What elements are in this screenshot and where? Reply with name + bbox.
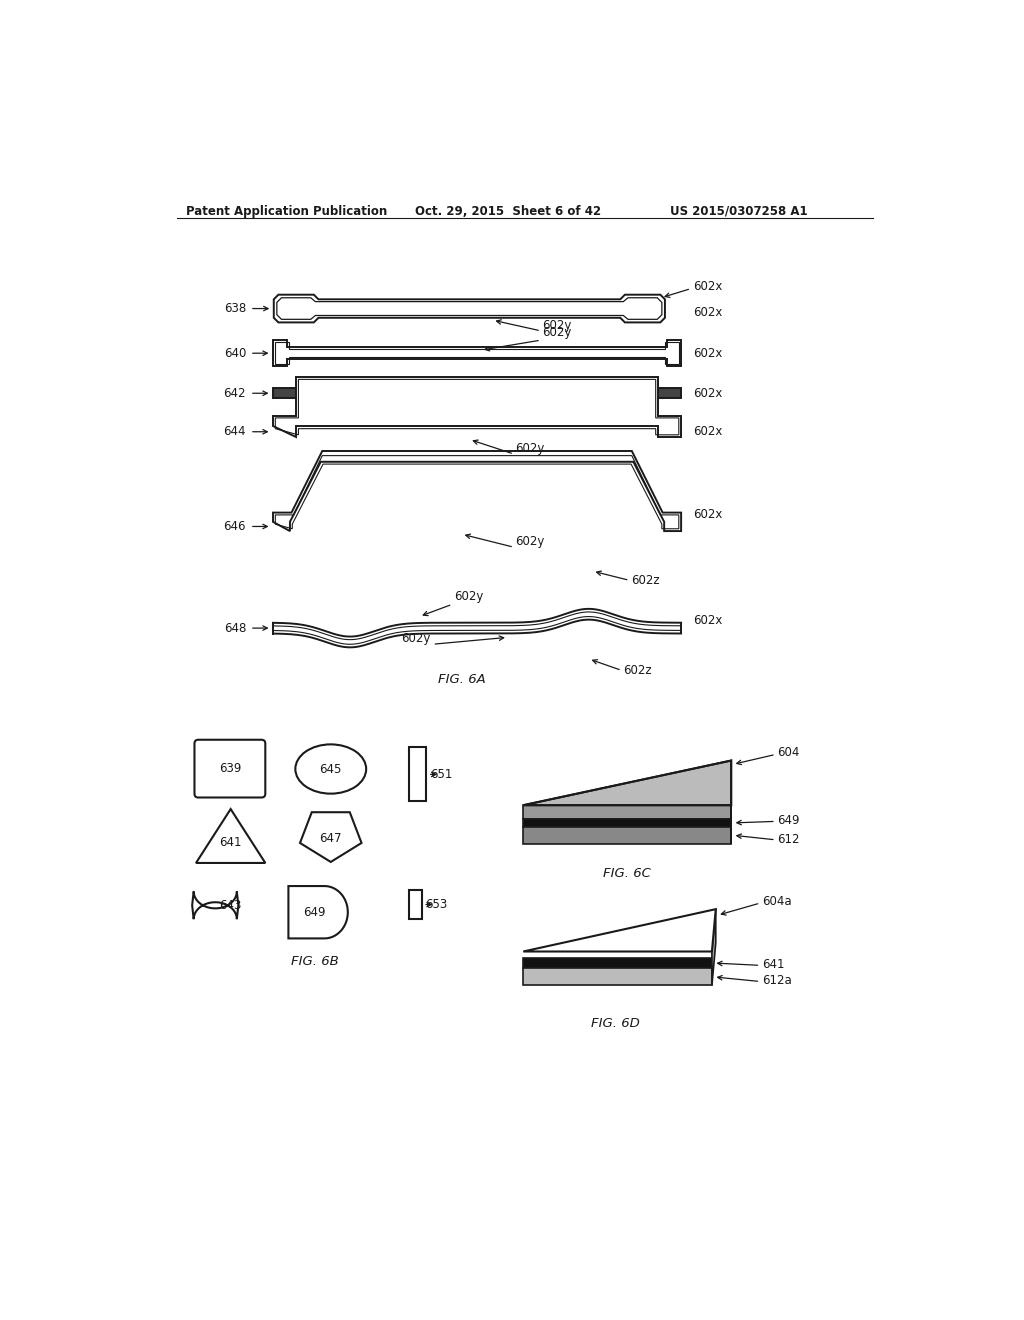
Text: 602y: 602y	[543, 318, 571, 331]
Text: 649: 649	[303, 906, 326, 919]
Text: 602z: 602z	[631, 574, 659, 587]
Polygon shape	[289, 886, 348, 939]
Polygon shape	[712, 909, 716, 985]
Text: 602y: 602y	[543, 326, 571, 339]
Text: 639: 639	[219, 762, 241, 775]
Text: 641: 641	[219, 836, 242, 849]
Polygon shape	[300, 812, 361, 862]
Text: 612a: 612a	[762, 974, 792, 987]
Polygon shape	[523, 909, 716, 952]
Text: 602x: 602x	[692, 508, 722, 521]
Text: FIG. 6C: FIG. 6C	[603, 867, 651, 880]
Text: 643: 643	[219, 899, 242, 912]
Text: 602z: 602z	[624, 664, 652, 677]
Text: 602y: 602y	[454, 590, 483, 603]
Polygon shape	[523, 805, 731, 818]
Polygon shape	[523, 760, 731, 805]
FancyBboxPatch shape	[195, 739, 265, 797]
Text: 644: 644	[223, 425, 246, 438]
Text: 602x: 602x	[692, 306, 722, 319]
Text: 648: 648	[223, 622, 246, 635]
Text: 651: 651	[430, 768, 453, 781]
Text: 653: 653	[425, 898, 447, 911]
Text: 604: 604	[777, 746, 800, 759]
Text: 612: 612	[777, 833, 800, 846]
Bar	[410, 747, 426, 801]
Text: FIG. 6B: FIG. 6B	[292, 956, 339, 969]
Polygon shape	[273, 451, 681, 531]
Text: 602x: 602x	[692, 425, 722, 438]
Text: 602x: 602x	[692, 614, 722, 627]
Text: 646: 646	[223, 520, 246, 533]
Text: 649: 649	[777, 814, 800, 828]
Polygon shape	[273, 341, 681, 367]
Ellipse shape	[295, 744, 367, 793]
Bar	[273, 388, 681, 397]
Text: US 2015/0307258 A1: US 2015/0307258 A1	[670, 205, 807, 218]
Bar	[410, 890, 422, 919]
Polygon shape	[273, 378, 681, 437]
Polygon shape	[523, 969, 712, 985]
Polygon shape	[523, 818, 731, 826]
Polygon shape	[193, 891, 239, 919]
Text: 602x: 602x	[692, 387, 722, 400]
Text: FIG. 6D: FIG. 6D	[591, 1016, 640, 1030]
Text: 638: 638	[224, 302, 246, 315]
Polygon shape	[273, 294, 665, 322]
Text: 602y: 602y	[515, 442, 545, 455]
Ellipse shape	[301, 886, 348, 939]
Text: FIG. 6A: FIG. 6A	[438, 673, 485, 686]
Text: 602y: 602y	[515, 535, 545, 548]
Text: 602x: 602x	[692, 347, 722, 360]
Text: 604a: 604a	[762, 895, 792, 908]
Polygon shape	[523, 958, 712, 969]
Text: 640: 640	[223, 347, 246, 360]
Text: 602x: 602x	[692, 280, 722, 293]
Text: Oct. 29, 2015  Sheet 6 of 42: Oct. 29, 2015 Sheet 6 of 42	[416, 205, 601, 218]
Text: 641: 641	[762, 958, 784, 972]
Text: Patent Application Publication: Patent Application Publication	[186, 205, 387, 218]
Polygon shape	[196, 809, 265, 863]
Polygon shape	[523, 826, 731, 843]
Bar	[289, 886, 325, 939]
Text: 642: 642	[223, 387, 246, 400]
Text: 645: 645	[319, 763, 342, 776]
Text: 647: 647	[319, 832, 342, 845]
Text: 602y: 602y	[401, 632, 431, 645]
